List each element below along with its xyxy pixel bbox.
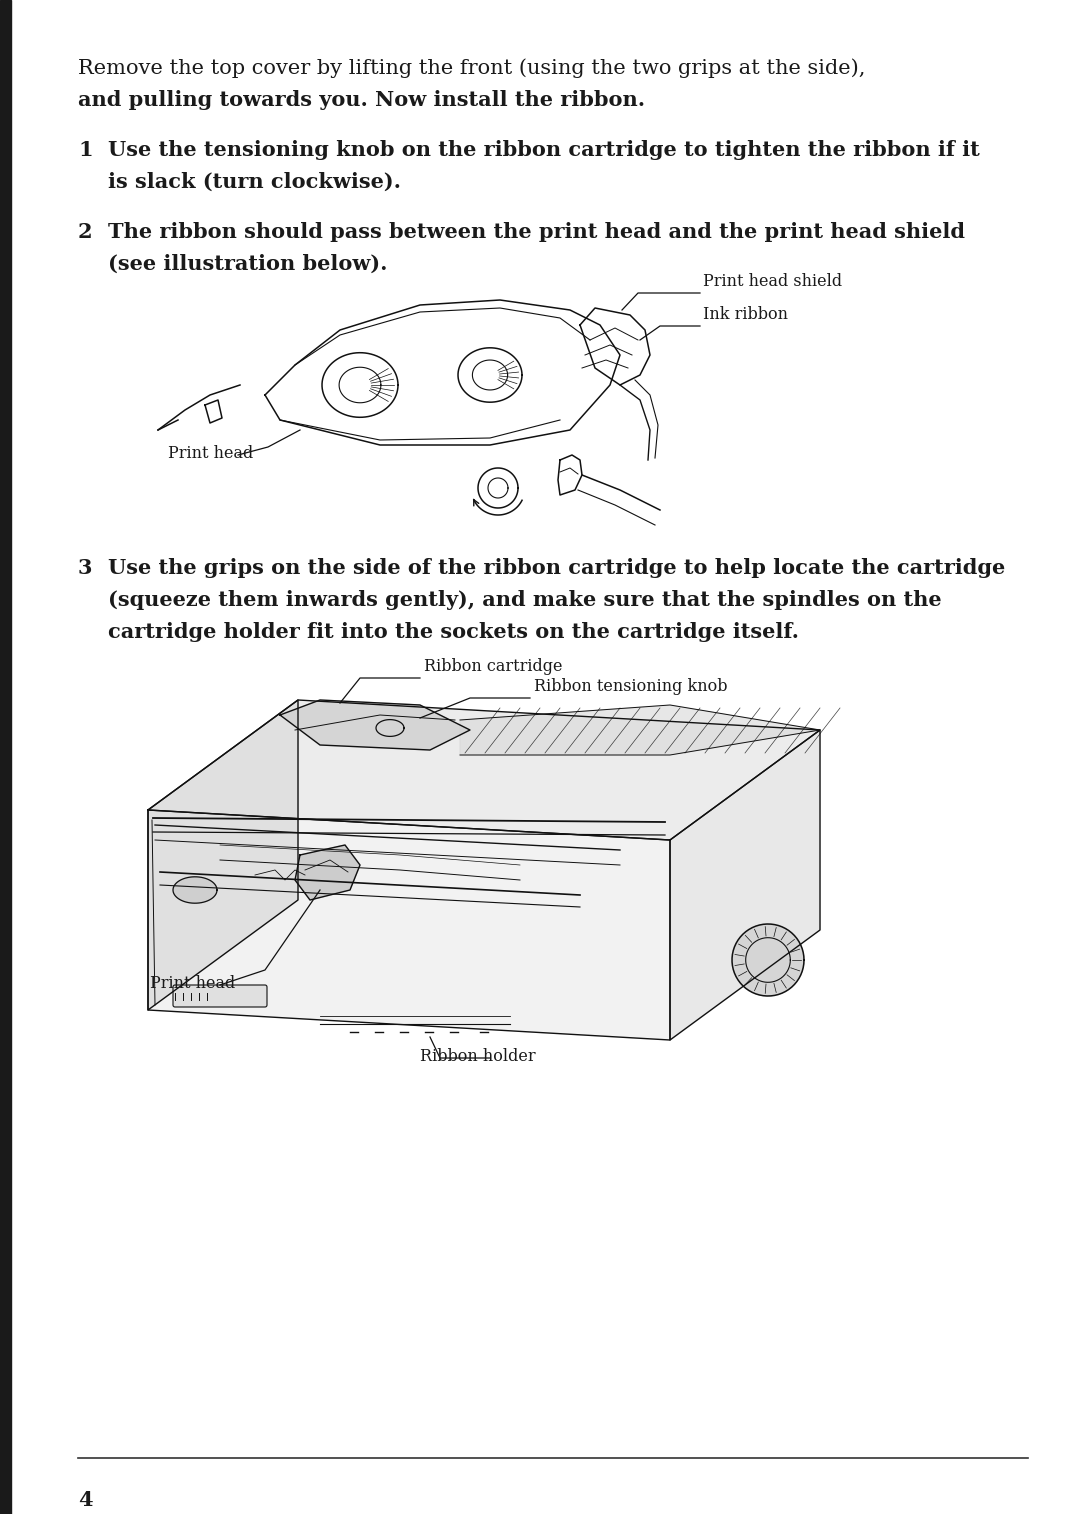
Text: 1: 1 xyxy=(78,139,93,160)
Text: Ribbon holder: Ribbon holder xyxy=(420,1048,536,1064)
Text: (squeeze them inwards gently), and make sure that the spindles on the: (squeeze them inwards gently), and make … xyxy=(108,590,942,610)
Text: Ribbon tensioning knob: Ribbon tensioning knob xyxy=(534,678,728,695)
Text: Print head shield: Print head shield xyxy=(703,273,842,291)
Text: Remove the top cover by lifting the front (using the two grips at the side),: Remove the top cover by lifting the fron… xyxy=(78,58,865,77)
Text: Ink ribbon: Ink ribbon xyxy=(703,306,788,322)
Text: is slack (turn clockwise).: is slack (turn clockwise). xyxy=(108,173,401,192)
Polygon shape xyxy=(173,877,217,904)
Polygon shape xyxy=(148,699,298,1010)
Text: cartridge holder fit into the sockets on the cartridge itself.: cartridge holder fit into the sockets on… xyxy=(108,622,799,642)
Bar xyxy=(0,0,11,1514)
Text: Use the tensioning knob on the ribbon cartridge to tighten the ribbon if it: Use the tensioning knob on the ribbon ca… xyxy=(108,139,980,160)
Text: 4: 4 xyxy=(78,1490,93,1509)
Text: 3: 3 xyxy=(78,559,93,578)
Polygon shape xyxy=(670,730,820,1040)
Text: 2: 2 xyxy=(78,223,93,242)
Text: The ribbon should pass between the print head and the print head shield: The ribbon should pass between the print… xyxy=(108,223,966,242)
Text: and pulling towards you. Now install the ribbon.: and pulling towards you. Now install the… xyxy=(78,89,645,111)
Text: Ribbon cartridge: Ribbon cartridge xyxy=(424,659,563,675)
Polygon shape xyxy=(148,810,670,1040)
Polygon shape xyxy=(148,699,820,840)
Polygon shape xyxy=(732,924,804,996)
Text: Use the grips on the side of the ribbon cartridge to help locate the cartridge: Use the grips on the side of the ribbon … xyxy=(108,559,1005,578)
Text: Print head: Print head xyxy=(168,445,253,462)
Text: (see illustration below).: (see illustration below). xyxy=(108,254,388,274)
Polygon shape xyxy=(295,845,360,899)
Text: Print head: Print head xyxy=(150,975,235,992)
Polygon shape xyxy=(280,699,470,749)
FancyBboxPatch shape xyxy=(173,986,267,1007)
Polygon shape xyxy=(460,706,820,755)
